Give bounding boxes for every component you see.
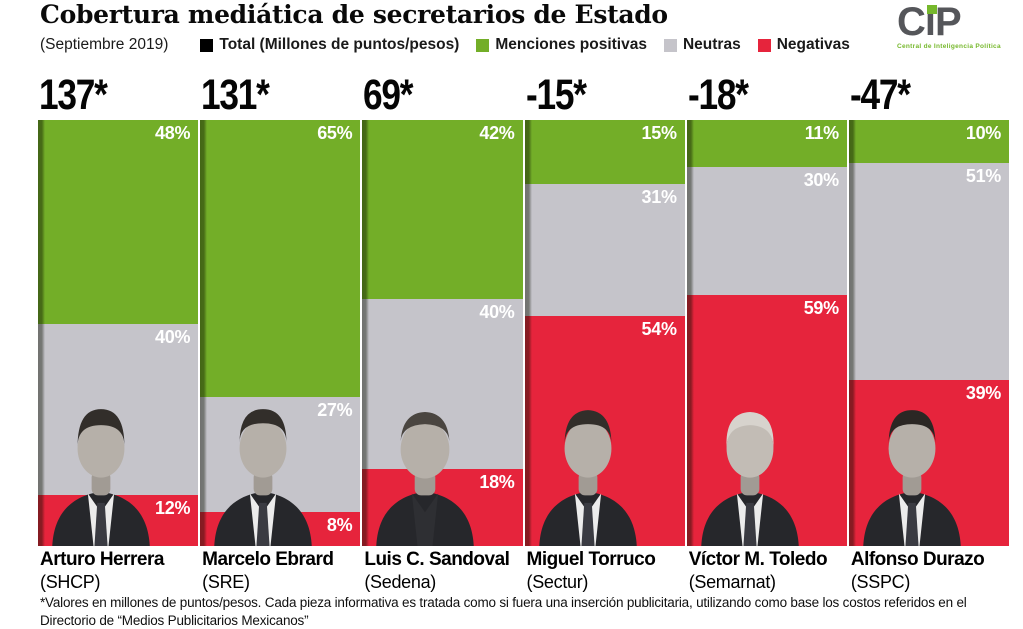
secretary-name: Víctor M. Toledo [688,549,828,570]
percent-label: 30% [803,169,839,190]
segment-positive: 42% [362,120,523,299]
neutral-swatch-icon [663,38,677,52]
percent-label: 11% [804,123,839,143]
category-labels: Arturo Herrera (SHCP) Marcelo Ebrard (SR… [38,549,1009,593]
percent-label: 39% [965,382,1002,403]
segment-positive: 10% [848,120,1010,163]
legend-item-positivas: Menciones positivas [476,36,647,54]
percent-label: 59% [803,297,839,318]
segment-neutral: 30% [686,166,847,295]
percent-label: 40% [155,327,191,348]
negative-swatch-icon [757,38,771,52]
secretary-org: (SRE) [202,572,250,592]
total-value: 131* [201,71,270,119]
percent-label: 8% [326,514,353,535]
secretary-org: (SSPC) [850,572,911,592]
bar-chart: 137* 48% 40% 12% 131* 65% 27% 8% [38,71,1010,546]
total-swatch-icon [200,38,214,52]
segment-positive: 65% [200,120,361,397]
total-value: 69* [363,71,413,119]
secretary-org: (Semarnat) [688,572,776,592]
percent-label: 65% [317,123,353,143]
bar-column-ebrard: 131* 65% 27% 8% [200,71,361,546]
legend-item-neutras: Neutras [663,36,741,54]
photo-victor-toledo [691,396,809,546]
segment-neutral: 51% [848,162,1010,380]
bar-column-toledo: -18* 11% 30% 59% [686,71,847,546]
total-value: -47* [849,71,911,119]
secretary-org: (SHCP) [40,572,101,592]
segment-positive: 15% [524,120,685,184]
photo-arturo-herrera [42,396,160,546]
bar-column-herrera: 137* 48% 40% 12% [38,71,199,546]
percent-label: 12% [155,497,191,518]
chart-title: Cobertura mediática de secretarios de Es… [40,0,668,29]
percent-label: 10% [965,123,1002,143]
total-value: -18* [687,71,749,119]
secretary-name: Marcelo Ebrard [202,549,334,570]
total-value: -15* [525,71,587,119]
photo-marcelo-ebrard [204,396,322,546]
footnote: *Valores en millones de puntos/pesos. Ca… [40,595,967,628]
secretary-label: Miguel Torruco (Sectur) [525,549,685,593]
secretary-label: Víctor M. Toledo (Semarnat) [687,549,847,593]
chart-subtitle: (Septiembre 2019) [40,36,169,53]
legend-label-negativas: Negativas [776,36,850,53]
cip-green-dot-icon [927,5,937,14]
secretary-name: Luis C. Sandoval [364,549,510,570]
segment-neutral: 27% [200,396,361,512]
segment-positive: 11% [686,120,847,167]
legend: Total (Millones de puntos/pesos) Mencion… [200,36,867,54]
legend-item-negativas: Negativas [757,36,850,54]
percent-label: 48% [155,123,191,143]
bar-column-durazo: -47* 10% 51% 39% [848,71,1010,546]
positive-swatch-icon [476,38,490,52]
bar-column-sandoval: 69* 42% 40% 18% [362,71,523,546]
percent-label: 42% [479,123,515,143]
secretary-name: Alfonso Durazo [850,549,985,570]
photo-alfonso-durazo [853,396,971,546]
percent-label: 40% [479,301,515,322]
cip-logo-text: CiP [897,2,1009,42]
cip-logo-tagline: Central de Inteligencia Política [897,43,1001,50]
secretary-label: Luis C. Sandoval (Sedena) [362,549,522,593]
photo-luis-sandoval [366,396,484,546]
percent-label: 27% [317,399,353,420]
percent-label: 54% [641,318,677,339]
photo-miguel-torruco [529,396,647,546]
secretary-name: Miguel Torruco [526,549,656,570]
percent-label: 15% [641,123,677,143]
legend-label-neutras: Neutras [682,36,741,53]
secretary-name: Arturo Herrera [40,549,164,570]
secretary-label: Marcelo Ebrard (SRE) [200,549,360,593]
total-value: 137* [39,71,108,119]
legend-item-total: Total (Millones de puntos/pesos) [200,36,459,54]
percent-label: 51% [965,165,1002,186]
percent-label: 18% [479,472,515,493]
segment-positive: 48% [38,120,199,325]
subtitle-legend-row: (Septiembre 2019) Total (Millones de pun… [40,36,867,54]
secretary-label: Arturo Herrera (SHCP) [38,549,198,593]
secretary-label: Alfonso Durazo (SSPC) [849,549,1009,593]
cip-logo: CiP Central de Inteligencia Política [897,2,1009,50]
legend-label-positivas: Menciones positivas [495,36,647,53]
legend-label-total: Total (Millones de puntos/pesos) [219,36,460,53]
secretary-org: (Sedena) [364,572,436,592]
bar-column-torruco: -15* 15% 31% 54% [524,71,685,546]
secretary-org: (Sectur) [526,572,589,592]
segment-neutral: 31% [524,183,685,316]
percent-label: 31% [641,186,677,207]
